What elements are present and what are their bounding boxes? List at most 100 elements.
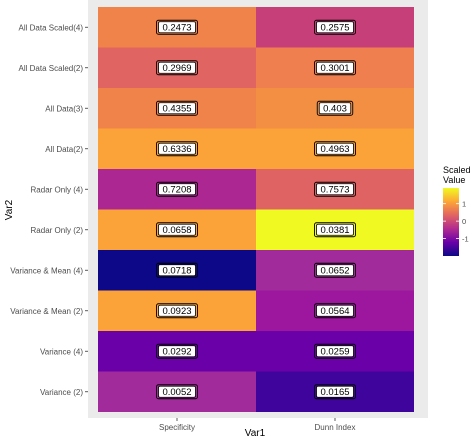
cell-label-box xyxy=(316,142,354,155)
cell-value-text: 0.0718 xyxy=(162,266,191,277)
cell-label-box xyxy=(316,345,354,358)
cell-label-frame-outer xyxy=(156,19,198,35)
heatmap-cell-labels: 0.2473 0.2575 0.2969 0.3001 0.4355 0.403 0.633… xyxy=(156,19,356,400)
legend-tick-label: 0 xyxy=(462,217,466,226)
y-tick-label: Radar Only (4) xyxy=(31,185,84,194)
cell-value-text: 0.2473 xyxy=(162,23,191,34)
cell-value-text: 0.0652 xyxy=(320,266,349,277)
cell-label-frame-outer xyxy=(156,100,198,116)
heatmap-cells xyxy=(98,7,414,412)
cell-value-text: 0.7573 xyxy=(320,185,349,196)
y-tick-label: All Data(3) xyxy=(45,104,83,113)
cell-value-text: 0.4355 xyxy=(162,104,191,115)
cell-label-frame-outer xyxy=(314,141,356,157)
cell-value-label: 0.0564 xyxy=(314,303,356,319)
cell-value-label: 0.403 xyxy=(316,100,354,116)
cell-value-label: 0.0052 xyxy=(156,384,198,400)
cell-label-frame-outer xyxy=(314,19,356,35)
cell-label-box xyxy=(158,264,196,277)
cell-label-box xyxy=(316,385,354,398)
cell-label-frame-outer xyxy=(156,343,198,359)
cell-label-box xyxy=(158,142,196,155)
y-axis: All Data Scaled(4) All Data Scaled(2) All … xyxy=(10,23,88,397)
y-tick-label: All Data Scaled(4) xyxy=(19,23,84,32)
x-tick-label: Dunn Index xyxy=(315,423,356,432)
cell-value-text: 0.6336 xyxy=(162,144,191,155)
cell-label-box xyxy=(158,21,196,34)
cell-label-frame-outer xyxy=(156,303,198,319)
cell-value-label: 0.0381 xyxy=(314,222,356,238)
cell-value-label: 0.2969 xyxy=(156,60,198,76)
y-tick-label: All Data(2) xyxy=(45,145,83,154)
cell-label-frame-outer xyxy=(156,222,198,238)
cell-value-label: 0.2473 xyxy=(156,19,198,35)
y-tick-label: All Data Scaled(2) xyxy=(19,64,84,73)
y-tick-label: Variance (4) xyxy=(40,347,83,356)
cell-label-box xyxy=(316,264,354,277)
cell-label-box xyxy=(158,183,196,196)
legend-ticks: 1 0 -1 xyxy=(443,200,469,244)
cell-value-text: 0.2575 xyxy=(320,23,349,34)
cell-label-box xyxy=(316,61,354,74)
cell-value-label: 0.0292 xyxy=(156,343,198,359)
cell-value-text: 0.2969 xyxy=(162,63,191,74)
y-axis-title: Var2 xyxy=(4,199,15,220)
cell-label-box xyxy=(158,385,196,398)
cell-value-text: 0.0165 xyxy=(320,387,349,398)
cell-value-label: 0.0652 xyxy=(314,262,356,278)
cell-label-frame-outer xyxy=(314,60,356,76)
cell-label-frame-outer xyxy=(314,181,356,197)
y-tick-label: Variance & Mean (2) xyxy=(10,307,83,316)
cell-label-frame-outer xyxy=(156,181,198,197)
cell-value-label: 0.2575 xyxy=(314,19,356,35)
cell-label-box xyxy=(158,304,196,317)
cell-value-text: 0.3001 xyxy=(320,63,349,74)
cell-label-box xyxy=(316,304,354,317)
legend-colorbar xyxy=(443,188,459,256)
x-axis: Specificity Dunn Index xyxy=(159,418,355,432)
cell-label-frame-outer xyxy=(156,60,198,76)
cell-value-label: 0.4355 xyxy=(156,100,198,116)
cell-label-frame-outer xyxy=(314,303,356,319)
legend-title-line-2: Value xyxy=(443,175,465,185)
cell-value-text: 0.0658 xyxy=(162,225,191,236)
cell-value-label: 0.6336 xyxy=(156,141,198,157)
cell-value-text: 0.7208 xyxy=(162,185,191,196)
legend: Scaled Value 1 0 -1 xyxy=(443,165,471,256)
cell-value-label: 0.0658 xyxy=(156,222,198,238)
cell-label-box xyxy=(158,61,196,74)
cell-value-label: 0.0718 xyxy=(156,262,198,278)
cell-label-frame-outer xyxy=(156,262,198,278)
cell-label-box xyxy=(316,223,354,236)
cell-value-label: 0.0165 xyxy=(314,384,356,400)
cell-value-label: 0.7573 xyxy=(314,181,356,197)
cell-value-label: 0.4963 xyxy=(314,141,356,157)
cell-label-frame-outer xyxy=(314,384,356,400)
x-axis-title: Var1 xyxy=(245,428,266,439)
cell-label-box xyxy=(158,223,196,236)
cell-value-text: 0.0052 xyxy=(162,387,191,398)
cell-value-text: 0.0564 xyxy=(320,306,349,317)
cell-value-text: 0.0923 xyxy=(162,306,191,317)
x-tick-label: Specificity xyxy=(159,423,195,432)
cell-value-label: 0.3001 xyxy=(314,60,356,76)
cell-label-frame-outer xyxy=(314,343,356,359)
legend-tick-label: 1 xyxy=(462,200,466,209)
y-tick-label: Variance & Mean (4) xyxy=(10,266,83,275)
cell-value-text: 0.0292 xyxy=(162,347,191,358)
cell-label-frame-outer xyxy=(156,384,198,400)
legend-title-line-1: Scaled xyxy=(443,165,471,175)
cell-label-frame-outer xyxy=(156,141,198,157)
y-tick-label: Variance (2) xyxy=(40,388,83,397)
cell-value-text: 0.403 xyxy=(323,104,347,115)
cell-value-text: 0.4963 xyxy=(320,144,349,155)
cell-label-box xyxy=(158,102,196,115)
cell-label-frame-outer xyxy=(314,262,356,278)
cell-value-label: 0.0923 xyxy=(156,303,198,319)
cell-value-text: 0.0381 xyxy=(320,225,349,236)
y-tick-label: Radar Only (2) xyxy=(31,226,84,235)
cell-label-box xyxy=(316,21,354,34)
legend-tick-label: -1 xyxy=(462,235,469,244)
cell-label-frame-outer xyxy=(314,222,356,238)
